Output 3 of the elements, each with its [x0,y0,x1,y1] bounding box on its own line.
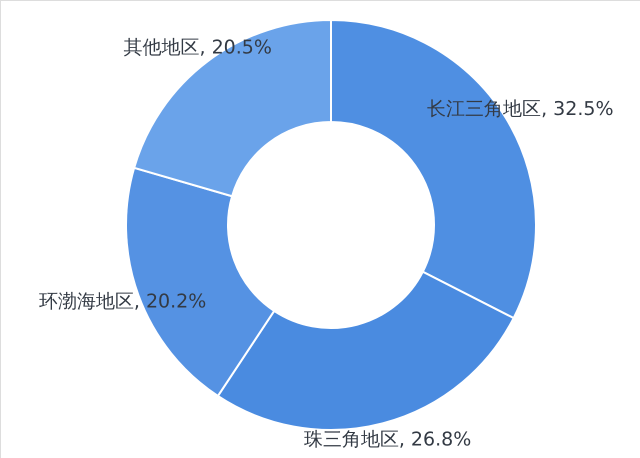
slice-label: 长江三角地区, 32.5% [427,98,614,120]
slice-label: 环渤海地区, 20.2% [38,290,206,313]
slice-label: 珠三角地区, 26.8% [304,428,472,451]
